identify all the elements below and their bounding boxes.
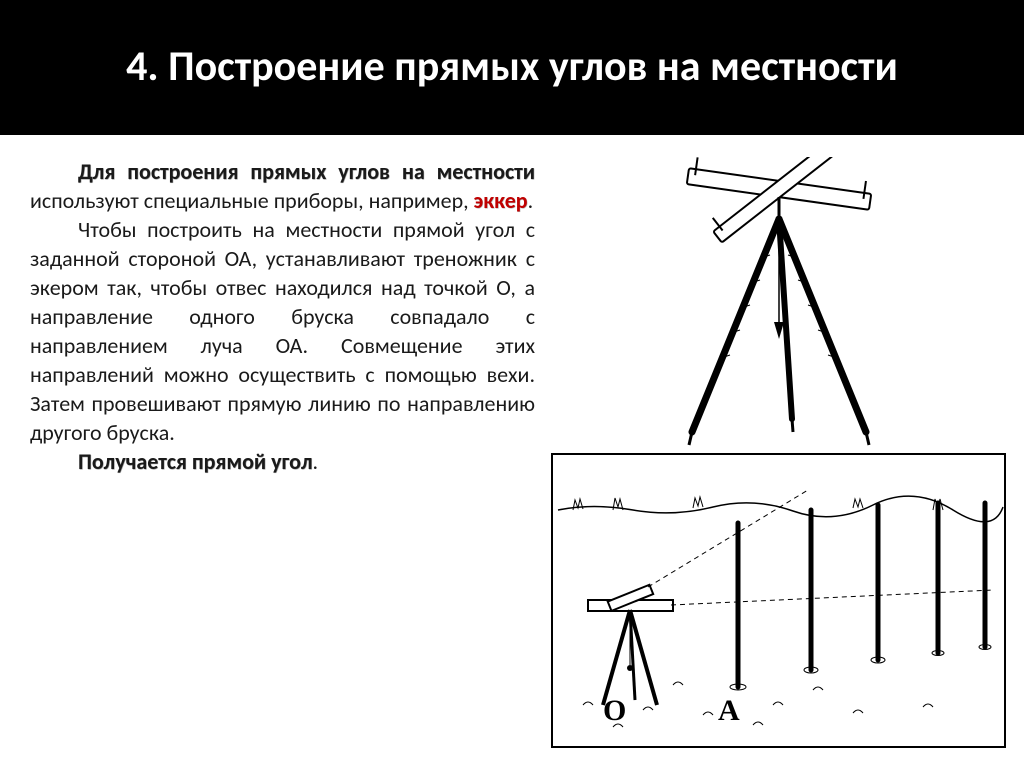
paragraph-2: Чтобы построить на местности прямой угол… [30,215,535,447]
para1-term: эккер [474,187,528,214]
content-area: Для построения прямых углов на местности… [0,135,1024,758]
tripod-icon [614,157,944,447]
image-column: O A [543,157,1014,748]
title-bar: 4. Построение прямых углов на местности [0,0,1024,135]
field-figure: O A [551,453,1006,748]
label-o: O [603,694,626,728]
slide-title: 4. Построение прямых углов на местности [126,41,898,94]
para1-tail: . [528,187,534,214]
label-a: A [718,694,740,728]
para1-after: используют специальные приборы, например… [30,187,474,214]
para3-bold: Получается прямой угол [78,448,313,475]
paragraph-1: Для построения прямых углов на местности… [30,157,535,215]
text-column: Для построения прямых углов на местности… [30,157,535,748]
para3-tail: . [313,448,319,475]
paragraph-3: Получается прямой угол. [30,447,535,476]
para1-lead: Для построения прямых углов на местности [78,158,535,185]
tripod-figure [614,157,944,447]
